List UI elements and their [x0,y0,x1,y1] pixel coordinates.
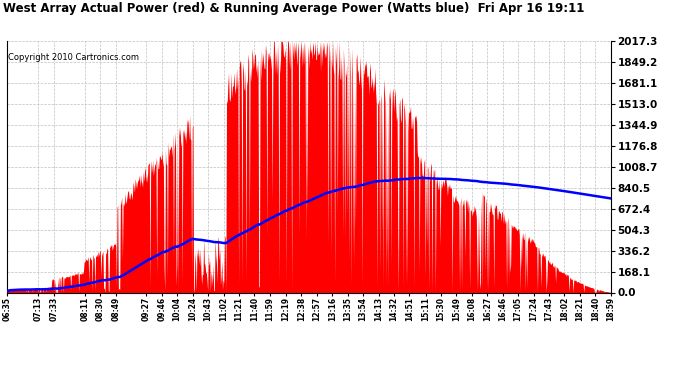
Text: Copyright 2010 Cartronics.com: Copyright 2010 Cartronics.com [8,53,139,62]
Text: West Array Actual Power (red) & Running Average Power (Watts blue)  Fri Apr 16 1: West Array Actual Power (red) & Running … [3,2,585,15]
